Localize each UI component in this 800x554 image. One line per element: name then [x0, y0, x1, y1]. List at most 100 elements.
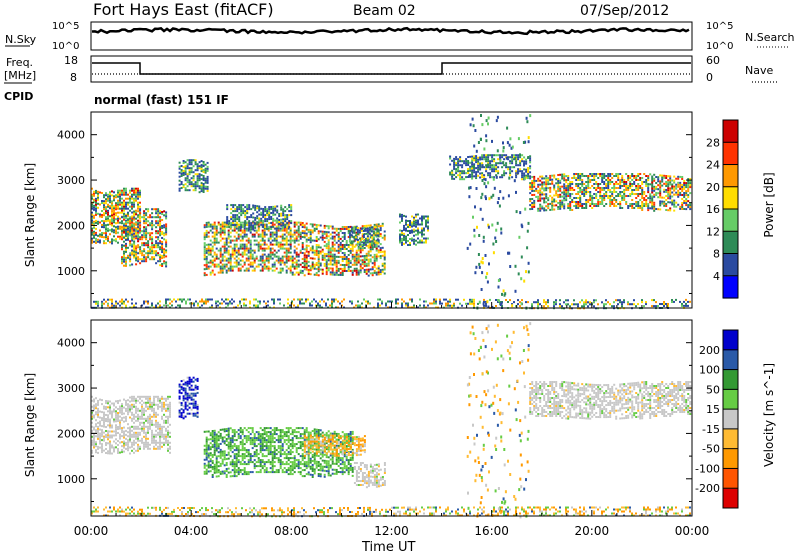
echo-cell: [669, 189, 672, 192]
echo-cell: [121, 256, 123, 259]
echo-cell: [139, 250, 142, 253]
echo-cell: [253, 269, 256, 272]
echo-cell: [309, 235, 312, 238]
echo-cell: [325, 265, 328, 268]
echo-cell: [565, 191, 568, 194]
echo-cell: [587, 301, 589, 304]
echo-cell: [351, 247, 354, 250]
echo-cell: [335, 273, 338, 276]
echo-cell: [341, 248, 344, 250]
echo-cell: [383, 258, 386, 261]
echo-cell: [267, 269, 270, 272]
echo-cell: [276, 205, 279, 208]
echo-cell: [489, 174, 492, 177]
echo-cell: [531, 208, 534, 210]
noise-right-label: N.Search: [745, 31, 795, 44]
echo-cell: [125, 246, 127, 249]
echo-cell: [343, 228, 346, 230]
echo-cell: [206, 167, 209, 170]
echo-cell: [471, 171, 474, 174]
echo-cell: [337, 255, 340, 258]
echo-cell: [101, 439, 103, 442]
echo-cell: [204, 169, 207, 172]
echo-cell: [475, 159, 478, 162]
echo-cell: [350, 242, 353, 245]
echo-cell: [202, 175, 205, 177]
echo-cell: [139, 191, 141, 194]
echo-cell: [343, 226, 346, 228]
echo-cell: [489, 160, 492, 163]
echo-cell: [97, 198, 99, 201]
echo-cell: [647, 203, 650, 206]
echo-cell: [117, 205, 119, 208]
echo-cell: [213, 263, 216, 266]
echo-cell: [113, 229, 115, 232]
echo-cell: [667, 183, 670, 186]
echo-cell: [429, 302, 431, 305]
echo-cell: [151, 240, 154, 243]
echo-cell: [547, 177, 550, 180]
echo-cell: [581, 175, 584, 177]
echo-cell: [227, 233, 230, 236]
echo-cell: [109, 426, 111, 429]
echo-cell: [127, 225, 129, 228]
echo-cell: [563, 185, 566, 188]
echo-cell: [186, 159, 189, 162]
echo-cell: [509, 172, 512, 175]
echo-cell: [291, 239, 294, 242]
echo-cell: [93, 240, 95, 243]
echo-cell: [345, 248, 348, 250]
echo-cell: [181, 300, 183, 303]
echo-cell: [419, 241, 421, 244]
echo-cell: [601, 197, 604, 199]
echo-cell: [205, 225, 208, 228]
echo-cell: [531, 176, 534, 178]
echo-cell: [180, 173, 183, 175]
echo-cell: [91, 213, 93, 216]
echo-cell: [557, 202, 560, 204]
echo-cell: [603, 181, 606, 183]
echo-cell: [135, 245, 138, 248]
echo-cell: [125, 304, 127, 307]
echo-cell: [95, 449, 97, 452]
echo-cell: [109, 215, 111, 218]
echo-cell: [111, 414, 113, 417]
echo-cell: [653, 205, 656, 208]
echo-cell: [291, 259, 294, 262]
echo-cell: [261, 253, 264, 256]
echo-cell: [401, 304, 403, 307]
echo-cell: [223, 227, 226, 230]
echo-cell: [227, 245, 230, 248]
echo-cell: [147, 250, 150, 253]
echo-cell: [282, 208, 285, 211]
echo-cell: [473, 302, 475, 305]
echo-cell: [520, 277, 523, 281]
echo-cell: [91, 231, 93, 234]
echo-cell: [374, 234, 377, 237]
echo-cell: [601, 203, 604, 205]
echo-cell: [487, 181, 490, 185]
echo-cell: [579, 175, 582, 177]
echo-cell: [285, 257, 288, 260]
echo-cell: [419, 298, 421, 301]
echo-cell: [121, 238, 123, 241]
echo-cell: [539, 197, 542, 200]
echo-cell: [303, 256, 306, 259]
echo-cell: [375, 229, 378, 232]
echo-cell: [343, 236, 346, 238]
echo-cell: [325, 245, 328, 248]
echo-cell: [637, 173, 640, 175]
echo-cell: [203, 234, 206, 237]
echo-cell: [115, 226, 117, 229]
echo-cell: [491, 164, 494, 167]
echo-cell: [379, 271, 382, 274]
echo-cell: [315, 244, 318, 246]
echo-cell: [365, 270, 368, 273]
echo-cell: [190, 169, 193, 172]
echo-cell: [309, 241, 312, 244]
echo-cell: [289, 267, 292, 270]
echo-cell: [401, 231, 403, 234]
echo-cell: [465, 176, 468, 179]
echo-cell: [605, 185, 608, 187]
echo-cell: [93, 408, 95, 411]
